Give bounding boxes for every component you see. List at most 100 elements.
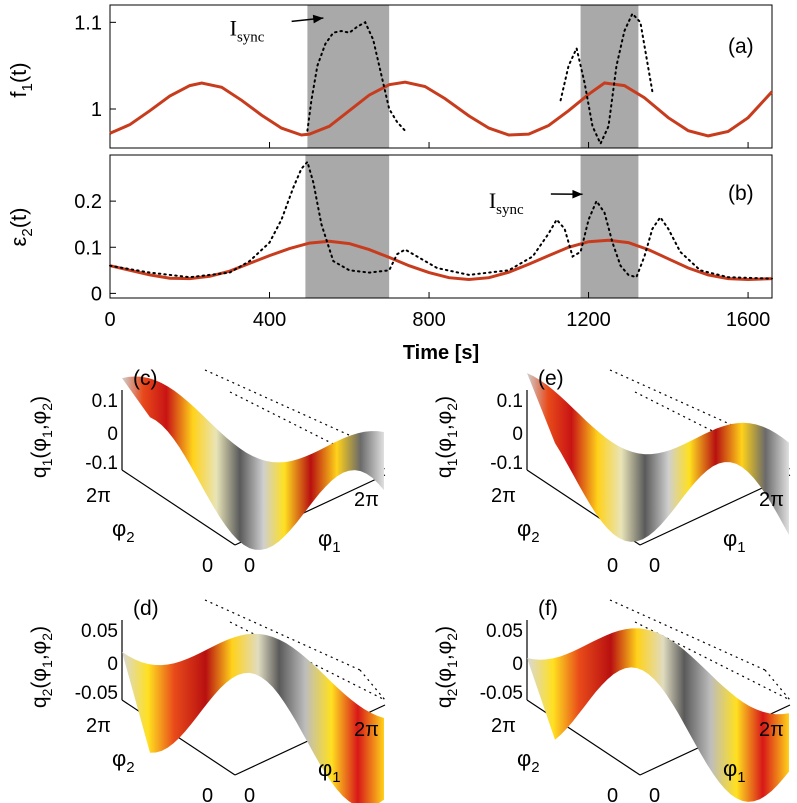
y-ticks-a: 11.1: [74, 12, 116, 121]
ztick-label-e-0: 0.1: [497, 391, 523, 412]
ylabel-a-base: f: [6, 91, 31, 98]
ztick-label-c-0: 0.1: [92, 391, 118, 412]
ylabel-a-sub: 1: [19, 83, 36, 91]
shaded-regions: [307, 5, 639, 148]
x-tick-labels: 0 400 800 1200 1600: [104, 309, 770, 331]
series-b-dotted-1: [109, 159, 773, 280]
y-ticks-b: 0 0.1 0.2: [74, 191, 116, 305]
annotation-isync-b: Isync: [489, 188, 583, 218]
panel-label-d: (d): [133, 597, 159, 620]
ylabel-b-base: ε: [6, 236, 31, 246]
surface-c: [122, 376, 384, 550]
ylabel-b-sub: 2: [19, 228, 36, 236]
annotation-arrowhead-b: [572, 189, 583, 199]
phi1-label-f: φ1: [723, 756, 746, 786]
plot-frame-b: [109, 154, 773, 299]
shaded-regions: [305, 155, 639, 298]
box-edge-d-0: [204, 599, 361, 671]
phi2-tick-max-d: 2π: [86, 715, 111, 737]
sync-shade-b-0: [305, 155, 390, 298]
ztick-label-f-1: 0: [512, 654, 523, 675]
phi1-tick-min-e: 0: [649, 555, 660, 577]
ztick-label-d-2: -0.05: [75, 683, 118, 704]
surface-panel-c: 0.1 0 -0.1 (c) q1(φ1,φ2) 2π 0 φ2 0 2π φ1: [28, 367, 386, 577]
surface-panel-f: 0.05 0 -0.05 (f) q2(φ1,φ2) 2π 0 φ2 0 2π φ1: [433, 597, 791, 803]
phi2-label-f: φ2: [517, 746, 540, 776]
x-axis-label: Time [s]: [403, 342, 479, 364]
phi1-tick-min-d: 0: [244, 785, 255, 803]
ytick-label-b-2: 0.2: [74, 191, 102, 213]
series-group-a: [109, 11, 774, 147]
panel-label-b: (b): [728, 182, 754, 205]
x-tick-marks-a: [109, 142, 749, 148]
phi2-tick-min-d: 0: [202, 785, 213, 803]
phi1-tick-min-f: 0: [649, 785, 660, 803]
xtick-label-3: 1200: [566, 309, 611, 331]
xtick-label-4: 1600: [726, 309, 771, 331]
phi2-axis-c: [121, 469, 236, 546]
z-axis-label-d: q2(φ1,φ2): [28, 626, 55, 708]
phi1-tick-min-c: 0: [244, 555, 255, 577]
box-edge-f-0: [609, 599, 766, 671]
ztick-label-d-1: 0: [107, 654, 118, 675]
sync-shade-a-0: [307, 5, 390, 148]
z-axis-label-f: q2(φ1,φ2): [433, 626, 460, 708]
series-a-solid-0: [109, 80, 774, 138]
box-edge-d-1: [359, 669, 386, 701]
sync-shade-b-1: [580, 155, 639, 298]
plot-frame-a: [109, 4, 773, 149]
phi2-tick-min-f: 0: [607, 785, 618, 803]
sync-shade-a-1: [580, 5, 639, 148]
phi2-tick-min-c: 0: [202, 555, 213, 577]
annotation-text-b: Isync: [489, 188, 524, 218]
phi1-label-d: φ1: [318, 756, 341, 786]
xtick-label-0: 0: [104, 309, 115, 331]
surface-d: [122, 633, 384, 803]
ylabel-b-tail: (t): [6, 208, 31, 229]
annotation-isync-a: Isync: [230, 14, 324, 45]
phi2-tick-max-c: 2π: [86, 485, 111, 507]
series-b-solid-0: [109, 238, 773, 282]
box-edge-e-0: [609, 369, 766, 441]
ytick-label-a-1: 1.1: [74, 12, 102, 34]
phi1-label-c: φ1: [318, 526, 341, 556]
ztick-label-f-2: -0.05: [480, 683, 523, 704]
y-axis-label-a: f1(t): [6, 62, 36, 97]
phi2-tick-max-e: 2π: [491, 485, 516, 507]
surface-panel-d: 0.05 0 -0.05 (d) q2(φ1,φ2) 2π 0 φ2 0 2π φ1: [28, 597, 386, 803]
phi1-tick-max-e: 2π: [759, 489, 784, 511]
phi2-axis-f: [526, 699, 641, 776]
surface-f: [527, 628, 789, 802]
phi2-label-c: φ2: [112, 516, 135, 546]
phi1-label-e: φ1: [723, 526, 746, 556]
z-axis-label-c: q1(φ1,φ2): [28, 396, 55, 478]
annotation-text-a: Isync: [230, 15, 265, 45]
ylabel-a-tail: (t): [6, 62, 31, 83]
box-edge-d-2: [229, 621, 386, 701]
annotation-arrowhead-a: [312, 14, 324, 24]
ytick-label-b-0: 0: [91, 283, 102, 305]
series-a-dotted-2: [559, 11, 654, 147]
surface-e: [527, 373, 789, 542]
panel-a: 11.1 (a) Isync f1(t): [6, 4, 774, 149]
ztick-label-e-2: -0.1: [490, 453, 523, 474]
ztick-label-c-2: -0.1: [85, 453, 118, 474]
panel-b: 0 0.1 0.2 (b) Isync ε2(t): [6, 154, 773, 305]
phi1-tick-max-d: 2π: [354, 719, 379, 741]
series-group-b: [109, 159, 773, 282]
phi2-label-d: φ2: [112, 746, 135, 776]
box-edge-f-2: [634, 621, 791, 701]
ztick-label-d-0: 0.05: [81, 621, 118, 642]
ytick-label-b-1: 0.1: [74, 237, 102, 259]
z-axis-label-e: q1(φ1,φ2): [433, 396, 460, 478]
y-axis-label-b: ε2(t): [6, 208, 36, 247]
series-a-dotted-1: [306, 20, 407, 132]
panel-label-f: (f): [538, 597, 558, 620]
xtick-label-2: 800: [412, 309, 445, 331]
phi2-tick-max-f: 2π: [491, 715, 516, 737]
surface-panels: 0.1 0 -0.1 (c) q1(φ1,φ2) 2π 0 φ2 0 2π φ1 0.1 0 -0.1 (e…: [28, 367, 791, 803]
phi1-tick-max-c: 2π: [354, 489, 379, 511]
surface-panel-e: 0.1 0 -0.1 (e) q1(φ1,φ2) 2π 0 φ2 0 2π φ1: [433, 367, 791, 577]
panel-label-a: (a): [728, 35, 754, 58]
ztick-label-f-0: 0.05: [486, 621, 523, 642]
